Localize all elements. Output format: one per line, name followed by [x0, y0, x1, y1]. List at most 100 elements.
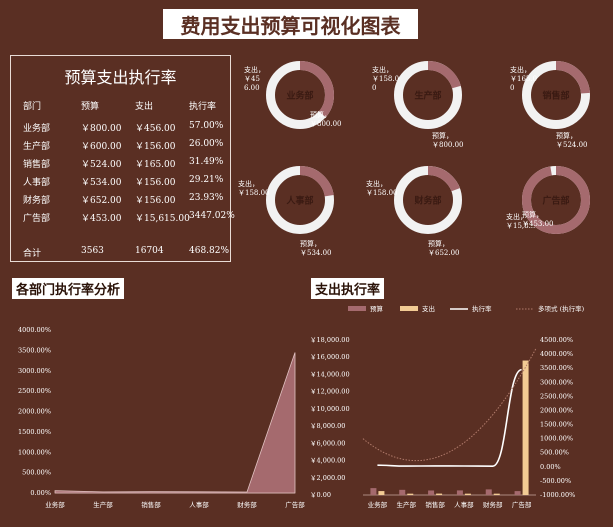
donut-name-label: 销售部 — [542, 91, 570, 102]
cell: 26.00% — [189, 139, 224, 149]
donut-2: 生产部 — [394, 61, 462, 129]
header-budget: 预算 — [81, 102, 100, 112]
donut-spend-label: 支出， ￥15,8... — [506, 213, 536, 230]
donut-spend-label: 支出， ￥45 6.00 — [244, 66, 265, 92]
y2-tick-label: 2500.00% — [540, 392, 573, 400]
category-label: 业务部 — [368, 500, 388, 509]
donut-name-label: 人事部 — [286, 196, 314, 207]
legend-swatch-spend — [400, 306, 418, 311]
cell: 财务部 — [23, 196, 51, 206]
category-label: 生产部 — [397, 500, 417, 509]
category-label: 业务部 — [45, 500, 65, 509]
bar-budget — [456, 490, 463, 495]
legend-label-spend: 支出 — [422, 304, 435, 313]
execution-table: 预算支出执行率 部门 预算 支出 执行率 业务部 ￥800.00 ￥456.00… — [10, 55, 235, 262]
donut-spend-slice — [266, 166, 334, 234]
cell: ￥156.00 — [135, 178, 176, 188]
tick-label: 2000.00% — [18, 408, 51, 416]
legend-label-rate: 执行率 — [472, 304, 492, 313]
tick-label: 1500.00% — [18, 428, 51, 436]
cell: 生产部 — [23, 142, 51, 152]
bar-spend — [378, 491, 385, 495]
y2-tick-label: 4500.00% — [540, 336, 573, 344]
tick-label: 0.00% — [30, 489, 51, 497]
bar-budget — [370, 488, 377, 495]
category-label: 销售部 — [425, 500, 445, 509]
cell: ￥15,615.00 — [135, 214, 190, 224]
donut-5: 财务部 — [394, 166, 462, 234]
y2-tick-label: 4000.00% — [540, 350, 573, 358]
tick-label: 3500.00% — [18, 346, 51, 354]
tick-label: 2500.00% — [18, 387, 51, 395]
header-dept: 部门 — [23, 102, 42, 112]
cell: 468.82% — [189, 246, 230, 256]
section-title-rate-analysis: 各部门执行率分析 — [12, 278, 125, 299]
bar-budget — [399, 489, 406, 495]
y2-tick-label: 3500.00% — [540, 364, 573, 372]
cell: 3563 — [81, 246, 104, 256]
y-tick-label: ￥12,000.00 — [310, 388, 350, 396]
legend-label-trend: 多项式 (执行率) — [538, 304, 585, 313]
cell: 29.21% — [189, 175, 224, 185]
y-tick-label: ￥10,000.00 — [310, 405, 350, 413]
cell: 16704 — [135, 246, 164, 256]
table-header: 部门 预算 支出 执行率 — [11, 99, 230, 117]
donut-budget-label: 预算， ￥453.00 — [522, 211, 554, 228]
donut-spend-label: 支出， ￥165.0 0 — [510, 66, 538, 92]
y-tick-label: ￥14,000.00 — [310, 370, 350, 378]
y2-tick-label: -500.00% — [540, 477, 571, 485]
tick-label: 500.00% — [22, 469, 51, 477]
donut-name-label: 广告部 — [542, 196, 570, 207]
cell: 23.93% — [189, 193, 224, 203]
bar-spend — [436, 493, 443, 495]
bar-budget — [514, 491, 521, 495]
rate-area-series — [54, 352, 296, 494]
donut-spend-slice — [394, 166, 462, 234]
donut-spend-slice — [394, 61, 462, 129]
cell: 31.49% — [189, 157, 224, 167]
donut-spend-label: 支出，￥158.00 — [366, 180, 398, 197]
page-title: 费用支出预算可视化图表 — [163, 9, 418, 39]
donut-1: 业务部 — [266, 61, 334, 129]
table-title: 预算支出执行率 — [64, 68, 177, 87]
cell: 广告部 — [23, 214, 51, 224]
y-tick-label: ￥8,000.00 — [310, 422, 345, 430]
tick-label: 4000.00% — [18, 326, 51, 334]
header-spend: 支出 — [135, 102, 154, 112]
cell: 销售部 — [23, 160, 51, 170]
cell: ￥600.00 — [81, 142, 122, 152]
bar-spend — [522, 360, 529, 495]
cell: 57.00% — [189, 121, 224, 131]
combo-chart: 预算 支出 执行率 多项式 (执行率) ￥0.00 ￥2,000.00 ￥4,000.00 ￥… — [310, 304, 585, 509]
bar-spend — [464, 493, 471, 495]
header-rate: 执行率 — [189, 102, 217, 112]
y2-tick-label: 2000.00% — [540, 406, 573, 414]
cell: ￥156.00 — [135, 142, 176, 152]
table-row: 生产部 ￥600.00 ￥156.00 26.00% — [11, 139, 230, 157]
table-row: 销售部 ￥524.00 ￥165.00 31.49% — [11, 157, 230, 175]
donut-spend-slice — [522, 61, 590, 129]
donut-name-label: 业务部 — [286, 91, 314, 102]
y2-tick-label: 1500.00% — [540, 421, 573, 429]
cell: ￥652.00 — [81, 196, 122, 206]
cell: ￥534.00 — [81, 178, 122, 188]
donut-budget-label: 预算， ￥800.00 — [432, 132, 464, 149]
donut-4: 人事部 — [266, 166, 334, 234]
cell: ￥456.00 — [135, 124, 176, 134]
tick-label: 3000.00% — [18, 367, 51, 375]
bar-spend — [407, 493, 414, 495]
cell: ￥165.00 — [135, 160, 176, 170]
tick-label: 1000.00% — [18, 448, 51, 456]
donut-name-label: 生产部 — [414, 91, 442, 102]
category-label: 销售部 — [141, 500, 161, 509]
area-chart: 0.00% 500.00% 1000.00% 1500.00% 2000.00% 2500… — [18, 326, 305, 509]
bar-budget — [485, 489, 492, 495]
donut-budget-label: 预算， ￥524.00 — [556, 132, 588, 149]
table-row: 广告部 ￥453.00 ￥15,615.00 3447.02% — [11, 211, 235, 229]
donut-3: 销售部 — [522, 61, 590, 129]
rate-line-series — [377, 368, 522, 467]
table-row: 业务部 ￥800.00 ￥456.00 57.00% — [11, 121, 230, 139]
category-label: 财务部 — [237, 500, 257, 509]
y2-tick-label: 3000.00% — [540, 378, 573, 386]
